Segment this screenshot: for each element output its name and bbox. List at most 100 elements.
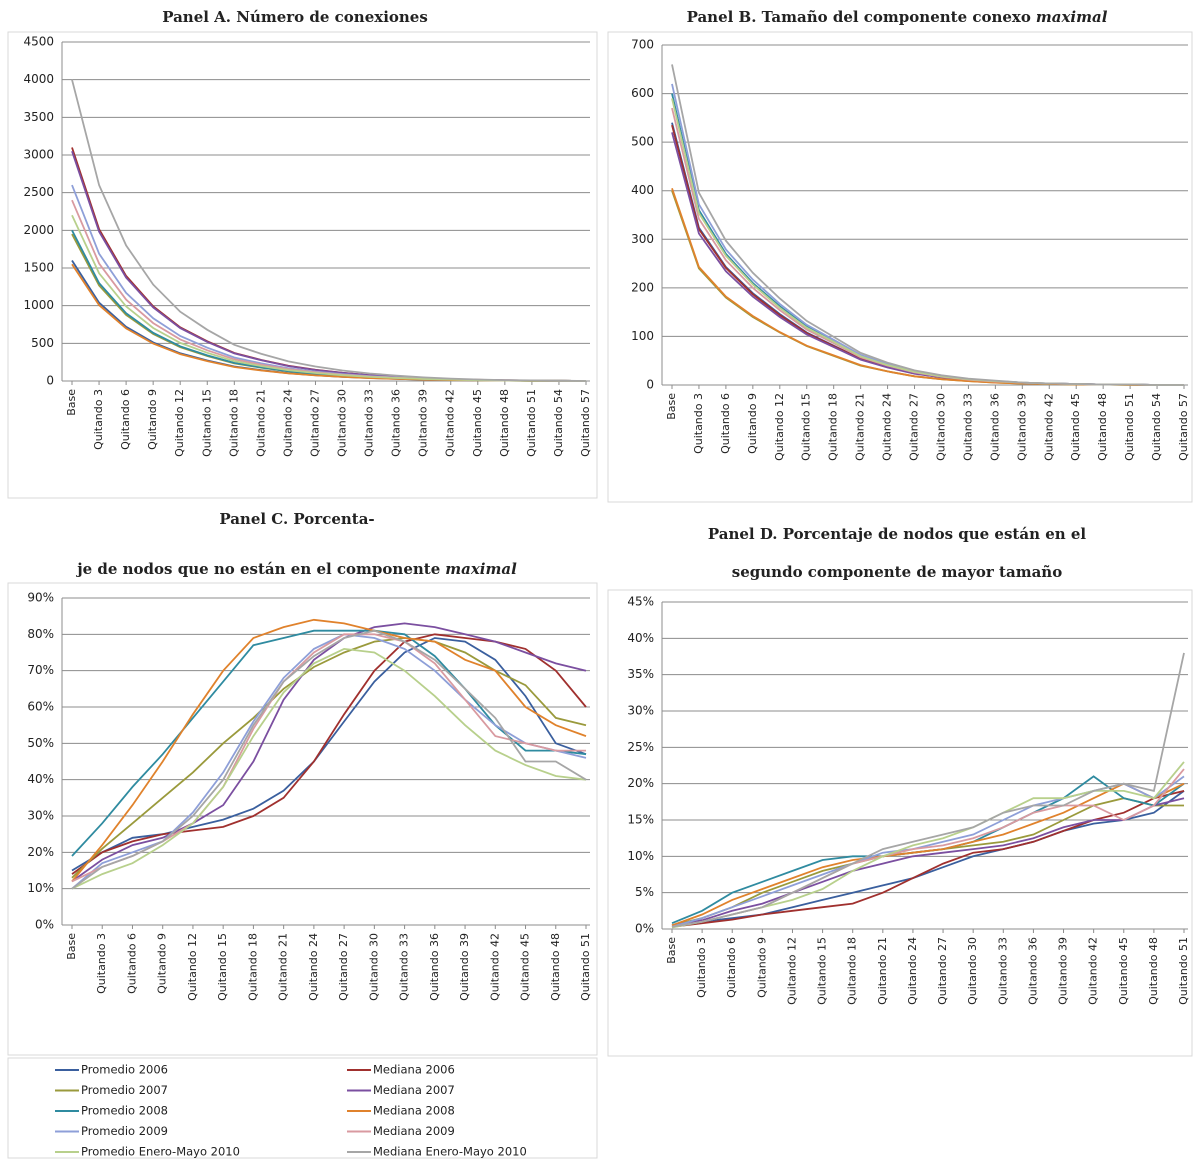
x-tick-label: Quitando 21 — [277, 933, 290, 1001]
series-line — [671, 124, 1184, 386]
x-tick-label: Quitando 39 — [417, 389, 430, 457]
y-tick-label: 3500 — [23, 110, 54, 124]
x-tick-label: Quitando 12 — [785, 937, 798, 1005]
x-tick-label: Quitando 9 — [146, 389, 159, 450]
y-tick-label: 30% — [27, 809, 54, 823]
x-tick-label: Quitando 12 — [773, 393, 786, 461]
series-line — [71, 622, 587, 883]
series-line — [71, 629, 587, 890]
series-line — [71, 633, 587, 890]
panel-title: Panel C. Porcenta- — [219, 510, 374, 528]
x-tick-label: Quitando 45 — [1069, 393, 1082, 461]
x-tick-label: Quitando 39 — [1015, 393, 1028, 461]
y-tick-label: 80% — [27, 627, 54, 641]
title-text: Panel D. Porcentaje de nodos que están e… — [708, 525, 1087, 543]
x-tick-label: Quitando 30 — [934, 393, 947, 461]
y-tick-label: 15% — [627, 813, 654, 827]
x-tick-label: Quitando 42 — [1087, 937, 1100, 1005]
x-tick-label: Quitando 42 — [488, 933, 501, 1001]
y-tick-label: 1000 — [23, 298, 54, 312]
x-tick-label: Quitando 36 — [390, 389, 403, 457]
x-tick-label: Quitando 3 — [95, 933, 108, 994]
title-em: maximal — [1036, 8, 1108, 26]
series-line — [671, 797, 1185, 927]
x-tick-label: Quitando 3 — [695, 937, 708, 998]
x-tick-label: Quitando 9 — [746, 393, 759, 454]
y-tick-label: 10% — [627, 849, 654, 863]
x-tick-label: Quitando 51 — [525, 389, 538, 457]
y-tick-label: 0% — [35, 918, 54, 932]
x-tick-label: Quitando 12 — [173, 389, 186, 457]
panel-frame — [607, 589, 1193, 1057]
legend-label: Promedio 2006 — [81, 1063, 168, 1077]
x-tick-label: Quitando 15 — [800, 393, 813, 461]
x-tick-label: Quitando 15 — [200, 389, 213, 457]
x-tick-label: Quitando 18 — [827, 393, 840, 461]
series-line — [671, 782, 1185, 927]
panel-title: Panel D. Porcentaje de nodos que están e… — [708, 525, 1087, 543]
y-tick-label: 0 — [646, 378, 654, 392]
x-tick-label: Quitando 18 — [227, 389, 240, 457]
x-tick-label: Quitando 6 — [719, 393, 732, 454]
panel-title: Panel B. Tamaño del componente conexo max… — [687, 8, 1108, 26]
x-tick-label: Quitando 15 — [816, 937, 829, 1005]
y-tick-label: 4000 — [23, 72, 54, 86]
series-line — [71, 647, 587, 890]
y-tick-label: 30% — [627, 704, 654, 718]
x-tick-label: Quitando 27 — [308, 389, 321, 457]
y-tick-label: 35% — [627, 667, 654, 681]
y-tick-label: 300 — [631, 232, 654, 246]
x-tick-label: Quitando 57 — [1177, 393, 1190, 461]
y-tick-label: 200 — [631, 280, 654, 294]
y-tick-label: 500 — [631, 135, 654, 149]
x-tick-label: Quitando 9 — [755, 937, 768, 998]
x-tick-label: Quitando 24 — [906, 937, 919, 1005]
y-tick-label: 40% — [27, 772, 54, 786]
series-line — [71, 184, 587, 382]
y-tick-label: 4500 — [23, 35, 54, 49]
x-tick-label: Quitando 33 — [398, 933, 411, 1001]
panel-frame — [7, 31, 598, 499]
y-tick-label: 5% — [635, 885, 654, 899]
x-tick-label: Quitando 54 — [1150, 393, 1163, 461]
series-line — [71, 214, 587, 382]
series-line — [671, 652, 1185, 928]
x-tick-label: Quitando 12 — [186, 933, 199, 1001]
y-tick-label: 3000 — [23, 148, 54, 162]
x-tick-label: Quitando 27 — [936, 937, 949, 1005]
x-tick-label: Base — [65, 389, 78, 416]
series-line — [671, 98, 1184, 386]
x-tick-label: Quitando 36 — [1026, 937, 1039, 1005]
y-tick-label: 500 — [31, 336, 54, 350]
y-tick-label: 600 — [631, 86, 654, 100]
x-tick-label: Quitando 57 — [579, 389, 592, 457]
panel-frame — [7, 582, 598, 1056]
x-tick-label: Quitando 30 — [336, 389, 349, 457]
legend-label: Promedio 2009 — [81, 1124, 168, 1138]
x-tick-label: Quitando 9 — [156, 933, 169, 994]
x-tick-label: Base — [665, 393, 678, 420]
x-tick-label: Quitando 51 — [1123, 393, 1136, 461]
title-text: segundo componente de mayor tamaño — [732, 563, 1062, 581]
x-tick-label: Quitando 45 — [1117, 937, 1130, 1005]
series-line — [671, 122, 1184, 386]
y-tick-label: 10% — [27, 881, 54, 895]
legend-label: Mediana 2009 — [373, 1124, 455, 1138]
series-line — [71, 263, 587, 382]
x-tick-label: Quitando 27 — [337, 933, 350, 1001]
y-tick-label: 700 — [631, 38, 654, 52]
series-line — [71, 147, 587, 382]
series-line — [671, 790, 1185, 928]
legend-label: Mediana Enero-Mayo 2010 — [373, 1145, 527, 1159]
y-tick-label: 400 — [631, 183, 654, 197]
legend-label: Promedio 2007 — [81, 1083, 168, 1097]
y-tick-label: 90% — [27, 591, 54, 605]
panel-title: segundo componente de mayor tamaño — [732, 563, 1062, 581]
title-text: Panel A. Número de conexiones — [162, 8, 428, 26]
legend-label: Mediana 2008 — [373, 1104, 455, 1118]
x-tick-label: Quitando 18 — [846, 937, 859, 1005]
title-em: maximal — [445, 560, 517, 578]
x-tick-label: Quitando 36 — [988, 393, 1001, 461]
legend-label: Promedio Enero-Mayo 2010 — [81, 1145, 240, 1159]
